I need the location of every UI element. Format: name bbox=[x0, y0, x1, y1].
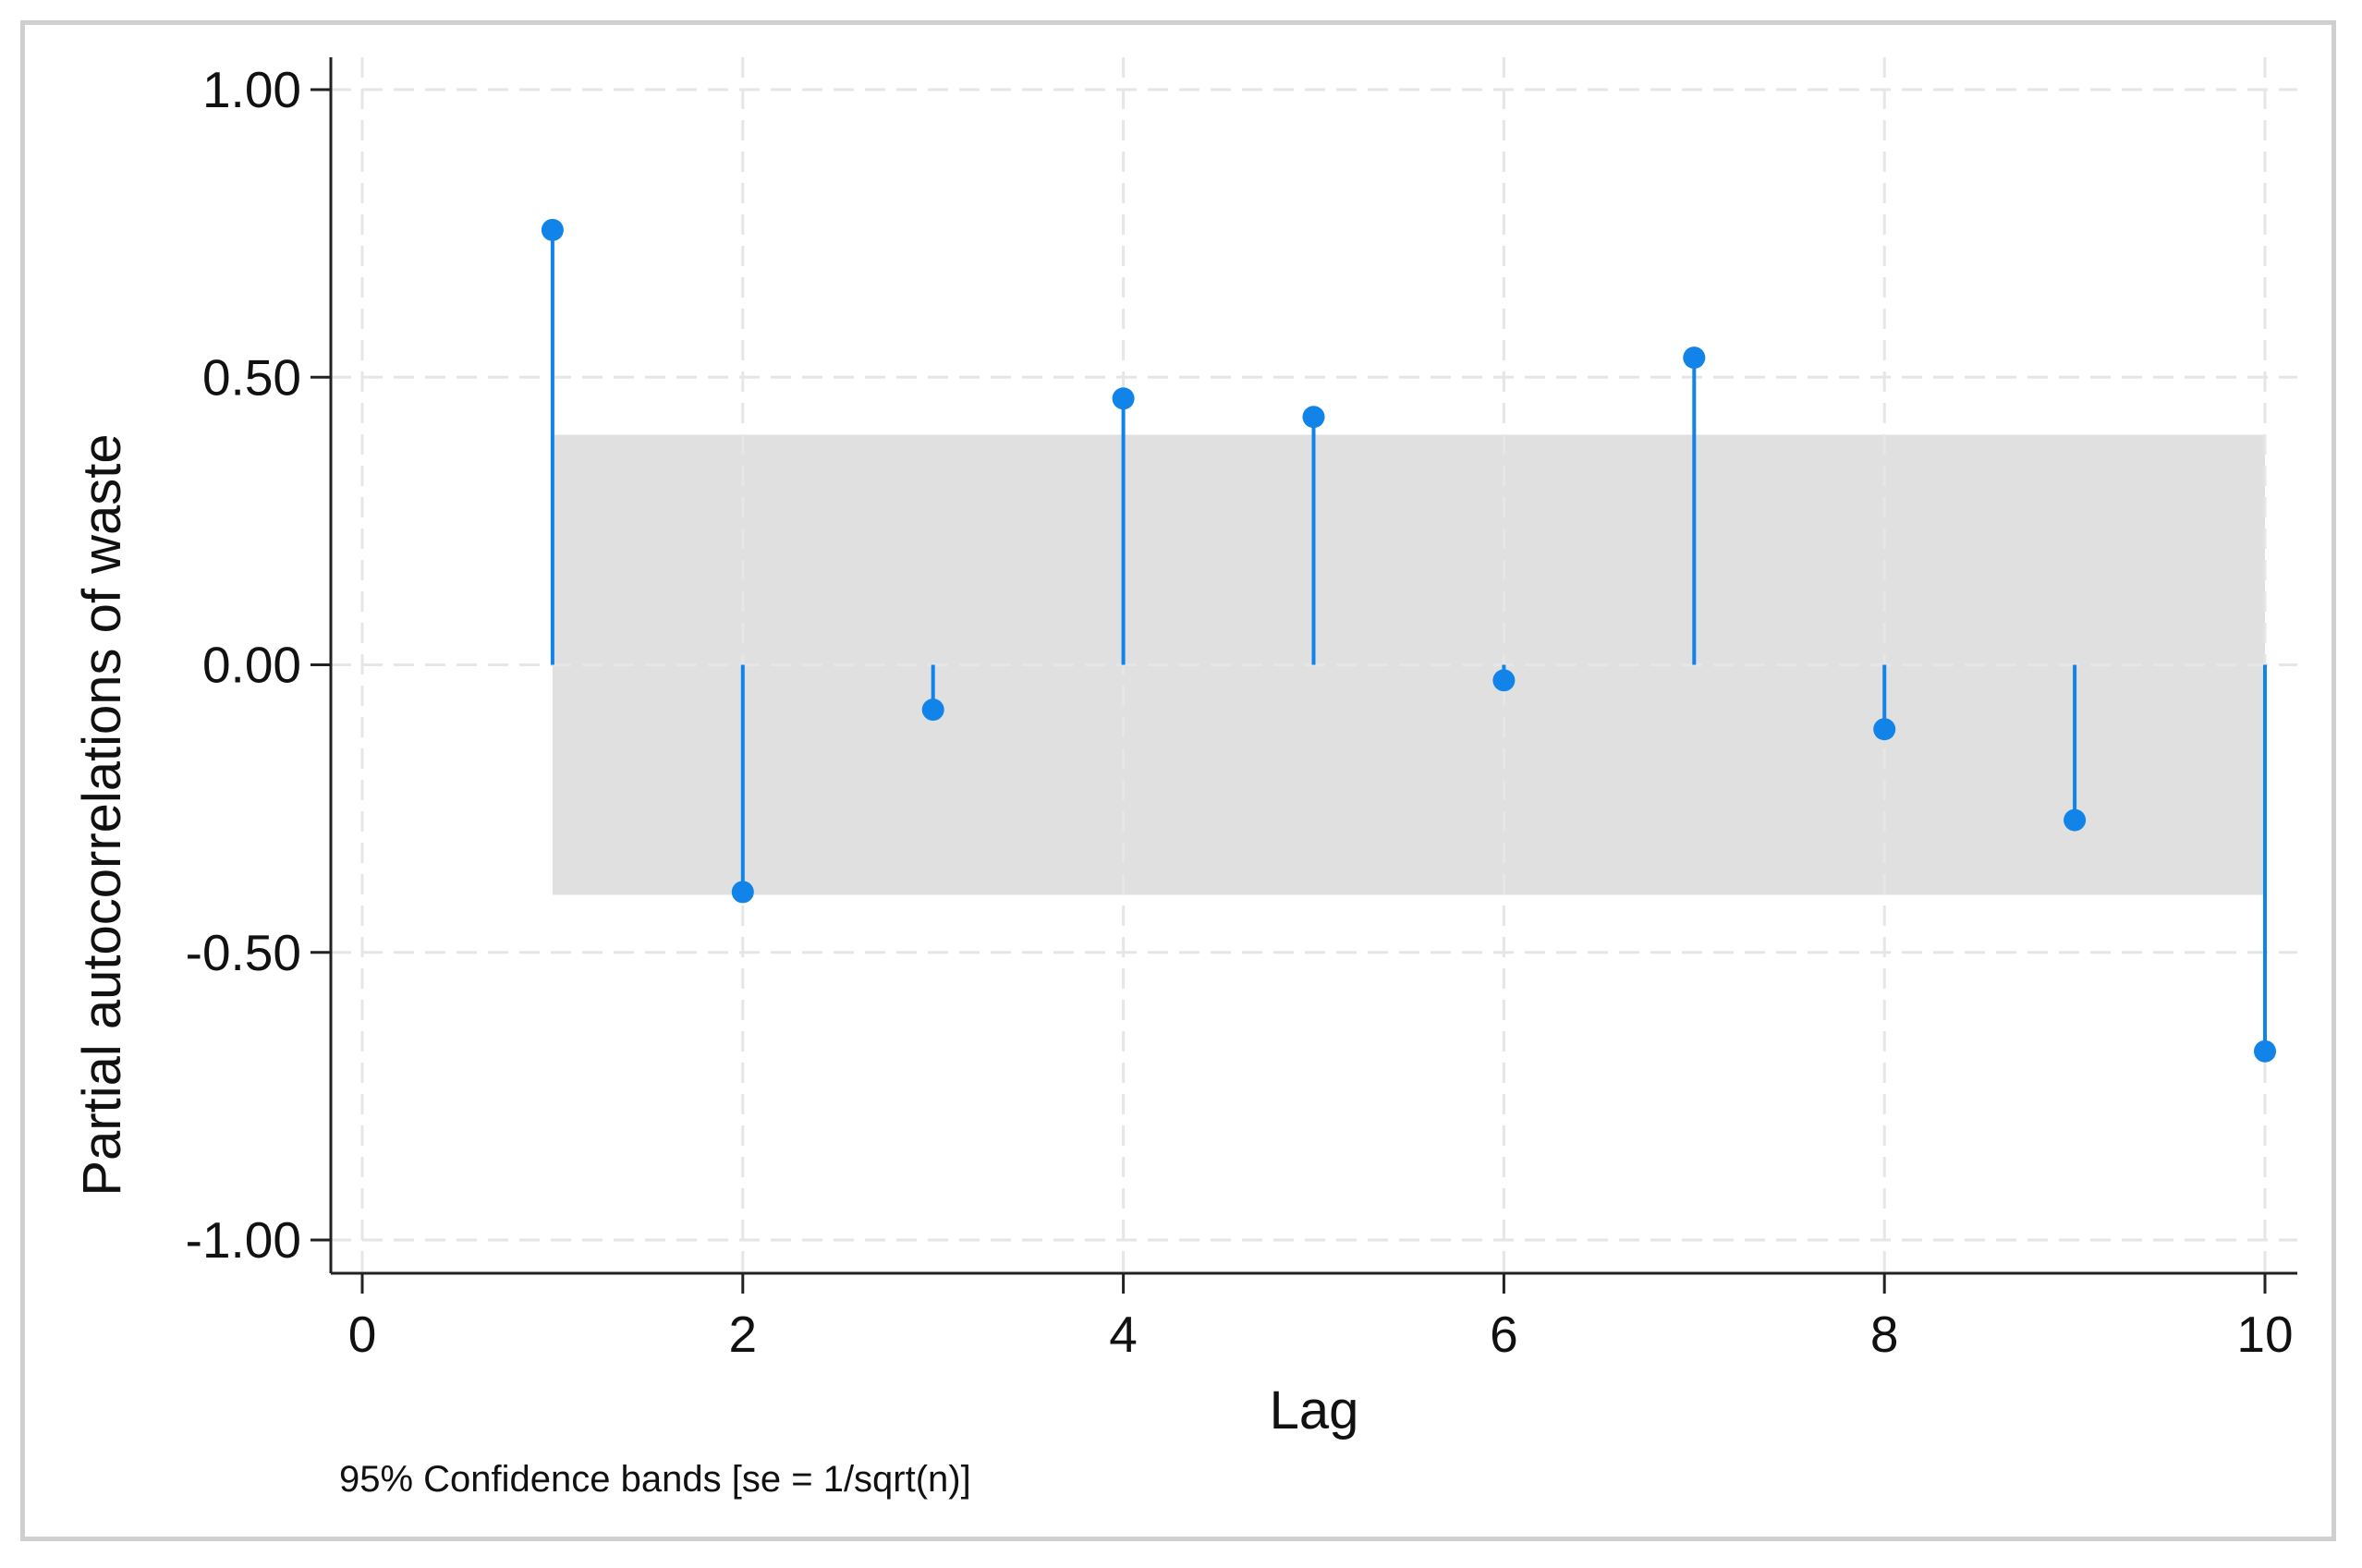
stem-point-lag-2 bbox=[731, 881, 754, 904]
stem-point-lag-5 bbox=[1302, 406, 1325, 429]
axis-layer bbox=[310, 57, 2297, 1294]
y-axis-title: Partial autocorrelations of waste bbox=[72, 433, 132, 1196]
x-tick-label-4: 8 bbox=[1870, 1306, 1899, 1363]
stem-point-lag-8 bbox=[1873, 718, 1896, 741]
y-tick-label-3: -0.50 bbox=[186, 924, 301, 981]
y-tick-label-1: 0.50 bbox=[202, 348, 301, 406]
stem-point-lag-4 bbox=[1112, 387, 1135, 410]
stem-point-lag-10 bbox=[2254, 1039, 2276, 1063]
stem-point-lag-9 bbox=[2064, 808, 2087, 832]
confidence-band-note: 95% Confidence bands [se = 1/sqrt(n)] bbox=[339, 1459, 971, 1500]
y-tick-label-4: -1.00 bbox=[186, 1211, 301, 1269]
x-axis-title: Lag bbox=[1270, 1380, 1359, 1440]
stem-point-lag-6 bbox=[1492, 669, 1516, 692]
x-tick-label-3: 6 bbox=[1490, 1306, 1518, 1363]
x-tick-label-0: 0 bbox=[348, 1306, 377, 1363]
stem-layer bbox=[541, 218, 2276, 1063]
stem-point-lag-3 bbox=[921, 699, 944, 722]
y-tick-label-2: 0.00 bbox=[202, 637, 301, 694]
tick-label-layer: 1.00 0.50 0.00 -0.50 -1.00 0 2 4 6 8 10 bbox=[186, 61, 2294, 1363]
grid-layer bbox=[331, 57, 2297, 1273]
x-tick-label-2: 4 bbox=[1109, 1306, 1138, 1363]
x-tick-label-5: 10 bbox=[2236, 1306, 2293, 1363]
x-tick-label-1: 2 bbox=[729, 1306, 758, 1363]
stem-point-lag-7 bbox=[1683, 346, 1706, 370]
stem-point-lag-1 bbox=[541, 218, 564, 241]
y-tick-label-0: 1.00 bbox=[202, 61, 301, 118]
